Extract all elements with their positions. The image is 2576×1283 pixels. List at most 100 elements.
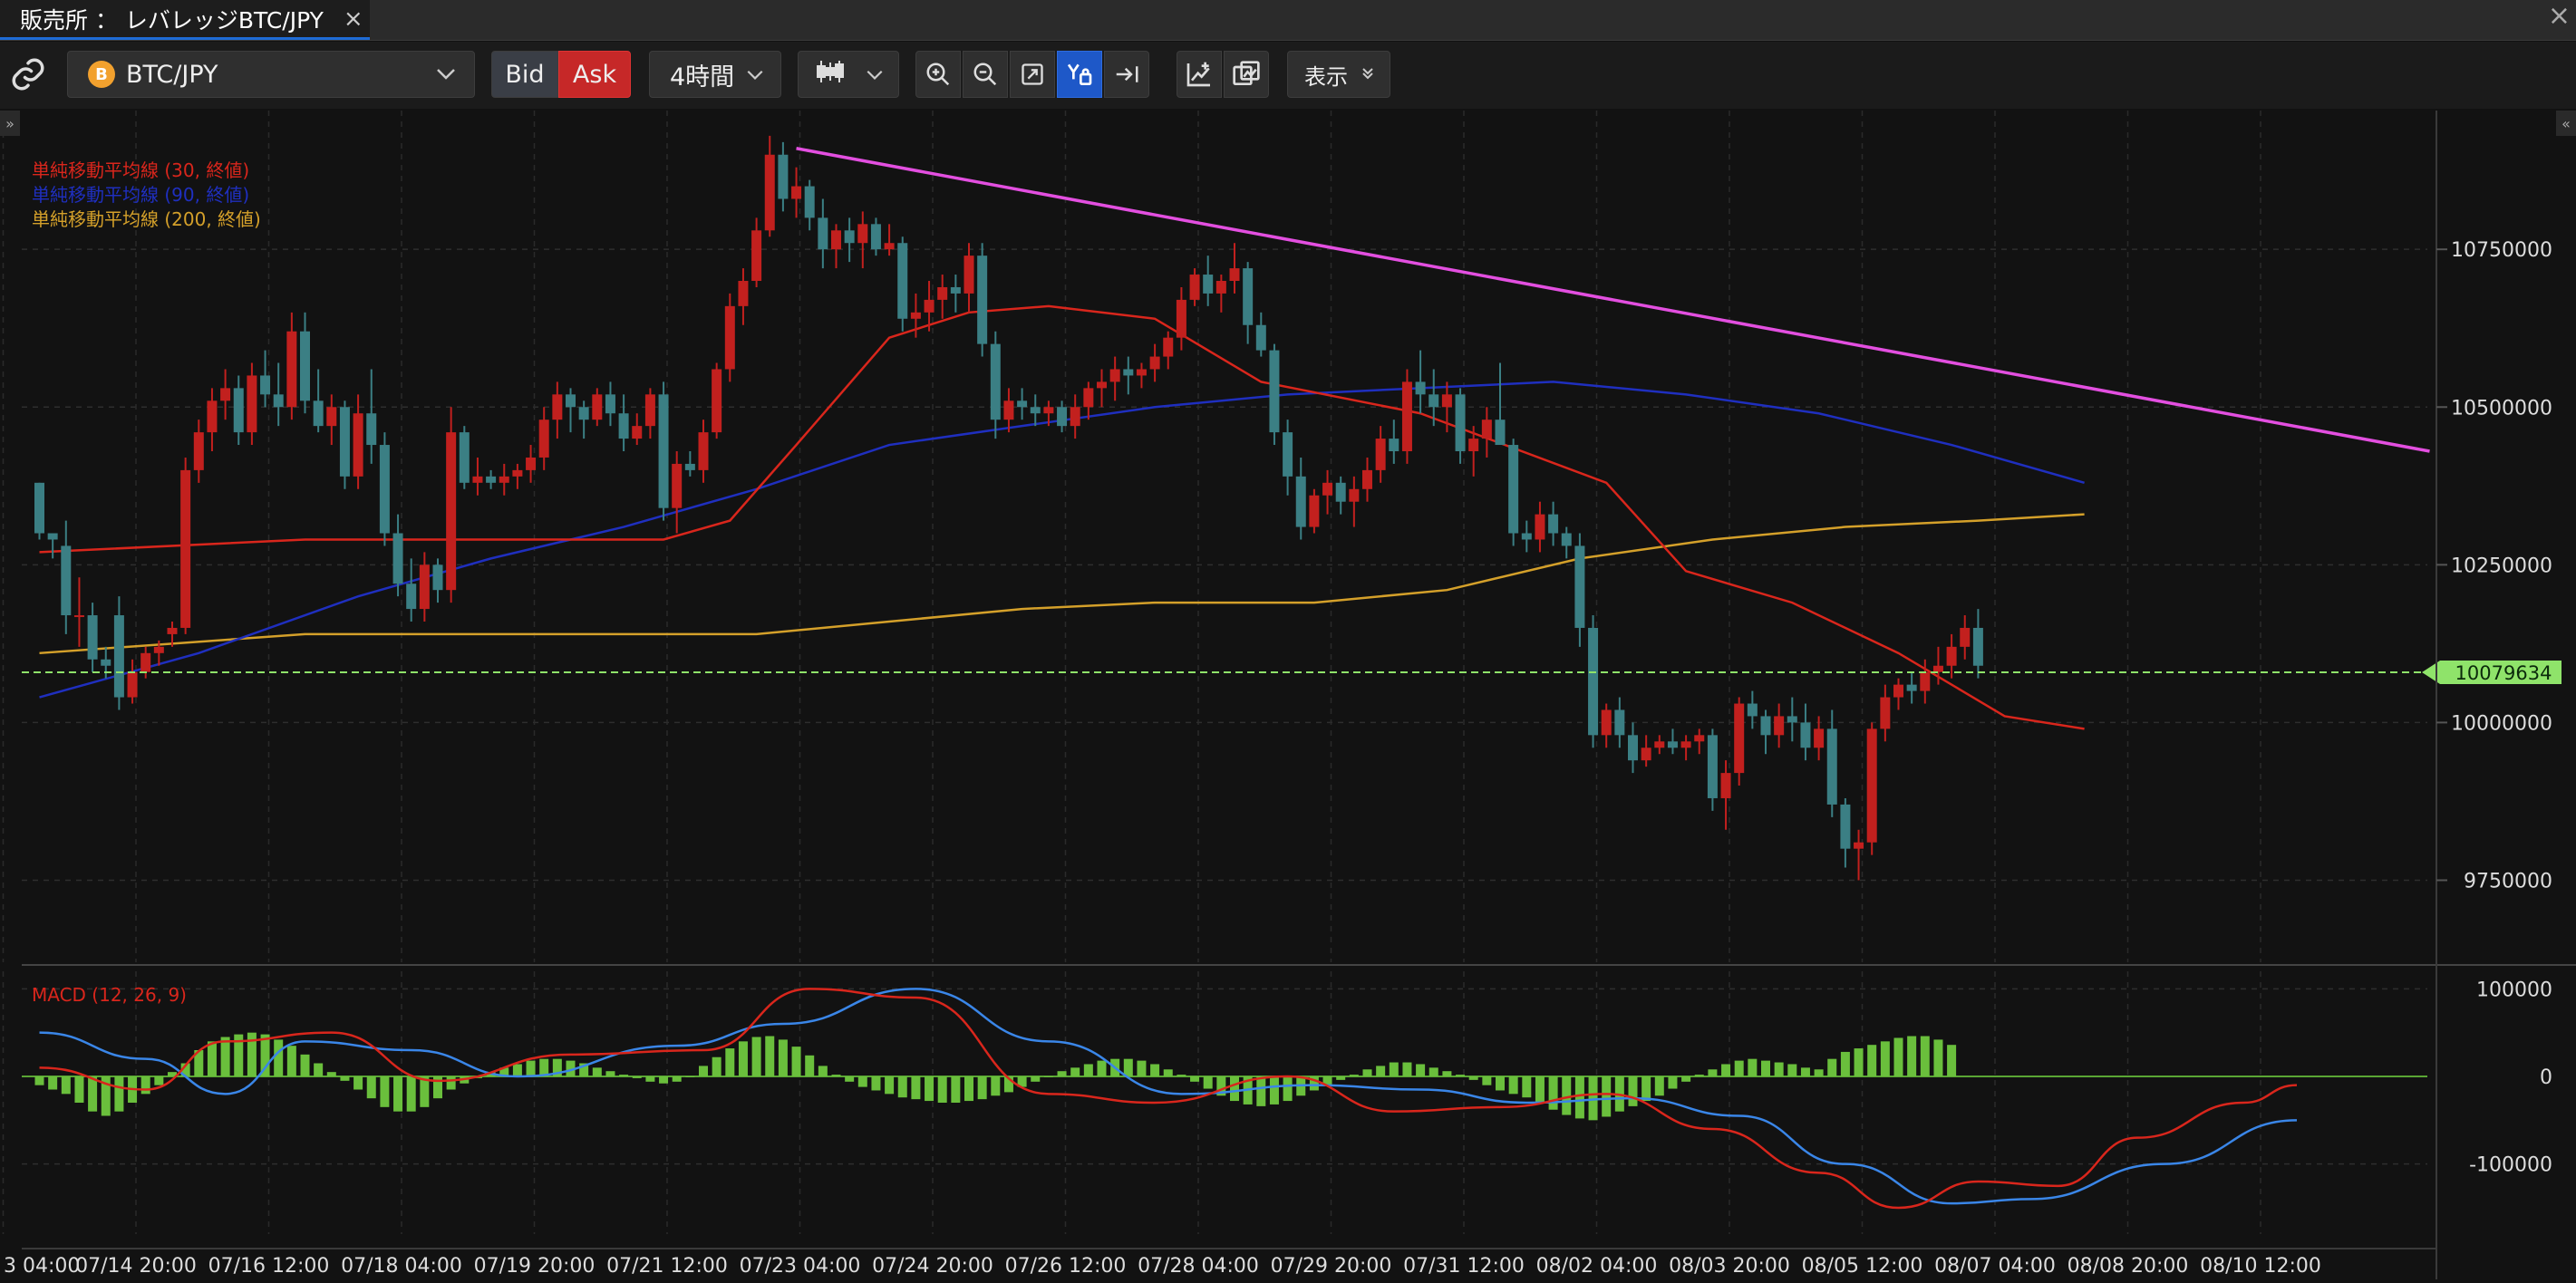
candle-down (897, 243, 908, 319)
macd-histogram-bar (140, 1076, 150, 1095)
macd-lines (39, 988, 2298, 1210)
macd-histogram-bar (1003, 1076, 1013, 1093)
candle-up (1109, 369, 1120, 382)
bid-button[interactable]: Bid (491, 51, 558, 98)
candlestick-icon (815, 59, 846, 91)
link-icon[interactable] (9, 51, 58, 98)
candle-up (1946, 646, 1957, 666)
candle-down (1428, 394, 1439, 408)
macd-histogram-bar (1468, 1076, 1478, 1080)
timeframe-select[interactable]: 4時間 (649, 51, 781, 98)
macd-histogram-bar (314, 1063, 324, 1076)
right-panel-toggle-icon[interactable]: « (2556, 111, 2576, 136)
macd-histogram-bar (552, 1058, 562, 1076)
macd-histogram-bar (366, 1076, 376, 1099)
macd-histogram-bar (845, 1076, 855, 1082)
chart-type-select[interactable] (798, 51, 899, 98)
macd-histogram-bar (911, 1076, 921, 1100)
current-price-line: 10079634 (22, 660, 2561, 684)
candle-down (1389, 439, 1399, 451)
scroll-to-latest-icon[interactable] (1104, 51, 1149, 98)
candle-up (1003, 400, 1014, 420)
candle-up (353, 413, 363, 477)
candle-up (1189, 275, 1200, 300)
macd-histogram-bar (1893, 1037, 1903, 1076)
candle-down (1614, 709, 1625, 736)
zoom-in-icon[interactable] (915, 51, 961, 98)
candle-up (1468, 439, 1479, 451)
macd-histogram-bar (1057, 1071, 1067, 1076)
zoom-out-icon[interactable] (963, 51, 1008, 98)
tab-close-icon[interactable]: × (343, 5, 363, 33)
legend-sma30: 単純移動平均線 (30, 終値) (32, 159, 250, 181)
macd-histogram-bar (1574, 1076, 1584, 1119)
trendline[interactable] (796, 147, 2430, 453)
auto-scale-lock-icon[interactable] (1057, 51, 1102, 98)
ask-button[interactable]: Ask (558, 51, 631, 98)
chevron-down-icon (746, 63, 764, 86)
macd-histogram-bar (925, 1076, 935, 1102)
price-tick-label: 10500000 (2451, 397, 2552, 420)
macd-histogram-bar (672, 1076, 682, 1082)
candle-down (1548, 514, 1559, 534)
macd-histogram-bar (964, 1076, 973, 1102)
macd-histogram-bar (1907, 1036, 1917, 1076)
candle-up (644, 394, 655, 427)
candle-down (87, 615, 98, 660)
macd-histogram-bar (871, 1076, 881, 1091)
candle-down (1508, 445, 1519, 534)
candle-up (193, 432, 204, 470)
chevron-down-icon (436, 63, 456, 86)
macd-histogram-bar (260, 1034, 270, 1076)
fit-screen-icon[interactable] (1010, 51, 1055, 98)
candle-up (552, 394, 563, 420)
display-menu-button[interactable]: 表示 (1287, 51, 1390, 98)
candle-down (1269, 350, 1280, 433)
candle-down (61, 545, 72, 616)
candle-up (1641, 748, 1651, 761)
candle-down (1628, 735, 1638, 761)
macd-histogram-bar (1535, 1076, 1545, 1103)
macd-legend: MACD (12, 26, 9) (32, 984, 187, 1006)
time-tick-label: 08/07 04:00 (1934, 1255, 2056, 1278)
time-tick-label: 07/26 12:00 (1005, 1255, 1127, 1278)
macd-histogram-bar (699, 1066, 708, 1076)
candle-up (1720, 773, 1731, 798)
candle-down (1707, 735, 1718, 798)
macd-histogram-bar (1230, 1076, 1239, 1102)
add-indicator-icon[interactable] (1177, 51, 1222, 98)
candle-up (1654, 741, 1665, 748)
candle-down (1123, 369, 1134, 376)
macd-histogram-bar (1681, 1076, 1691, 1082)
chart-tab[interactable]: 販売所 ： レバレッジBTC/JPY × (0, 0, 370, 40)
candle-up (937, 286, 948, 300)
macd-histogram-bar (446, 1076, 456, 1090)
chevron-down-icon (866, 63, 884, 86)
candle-up (1362, 469, 1372, 489)
tab-bar: 販売所 ： レバレッジBTC/JPY × × (0, 0, 2576, 41)
candle-up (207, 400, 218, 433)
candle-down (406, 584, 417, 610)
macd-histogram-bar (154, 1076, 164, 1085)
symbol-select[interactable]: B BTC/JPY (67, 51, 475, 98)
window-close-icon[interactable]: × (2547, 0, 2571, 32)
candle-up (1176, 299, 1186, 338)
left-panel-toggle-icon[interactable]: » (0, 111, 20, 136)
macd-histogram-bar (353, 1076, 363, 1090)
time-tick-label: 07/21 12:00 (606, 1255, 728, 1278)
macd-histogram-bar (526, 1060, 536, 1076)
candle-down (870, 224, 881, 250)
candle-down (1255, 324, 1266, 351)
compare-icon[interactable] (1224, 51, 1269, 98)
candle-up (1932, 665, 1943, 672)
macd-histogram (34, 1032, 1957, 1121)
chart-panel[interactable]: 10079634 10750000 10500000 10250000 1000000… (0, 111, 2576, 1283)
macd-histogram-bar (1416, 1064, 1426, 1076)
chart-canvas[interactable]: 10079634 1075000010500000102500001000000… (0, 111, 2576, 1283)
time-tick-label: 08/02 04:00 (1536, 1255, 1658, 1278)
candle-up (1401, 381, 1412, 451)
candle-up (167, 627, 178, 634)
candle-up (1601, 709, 1612, 736)
candle-up (857, 224, 868, 244)
chart-background (0, 111, 2576, 1283)
